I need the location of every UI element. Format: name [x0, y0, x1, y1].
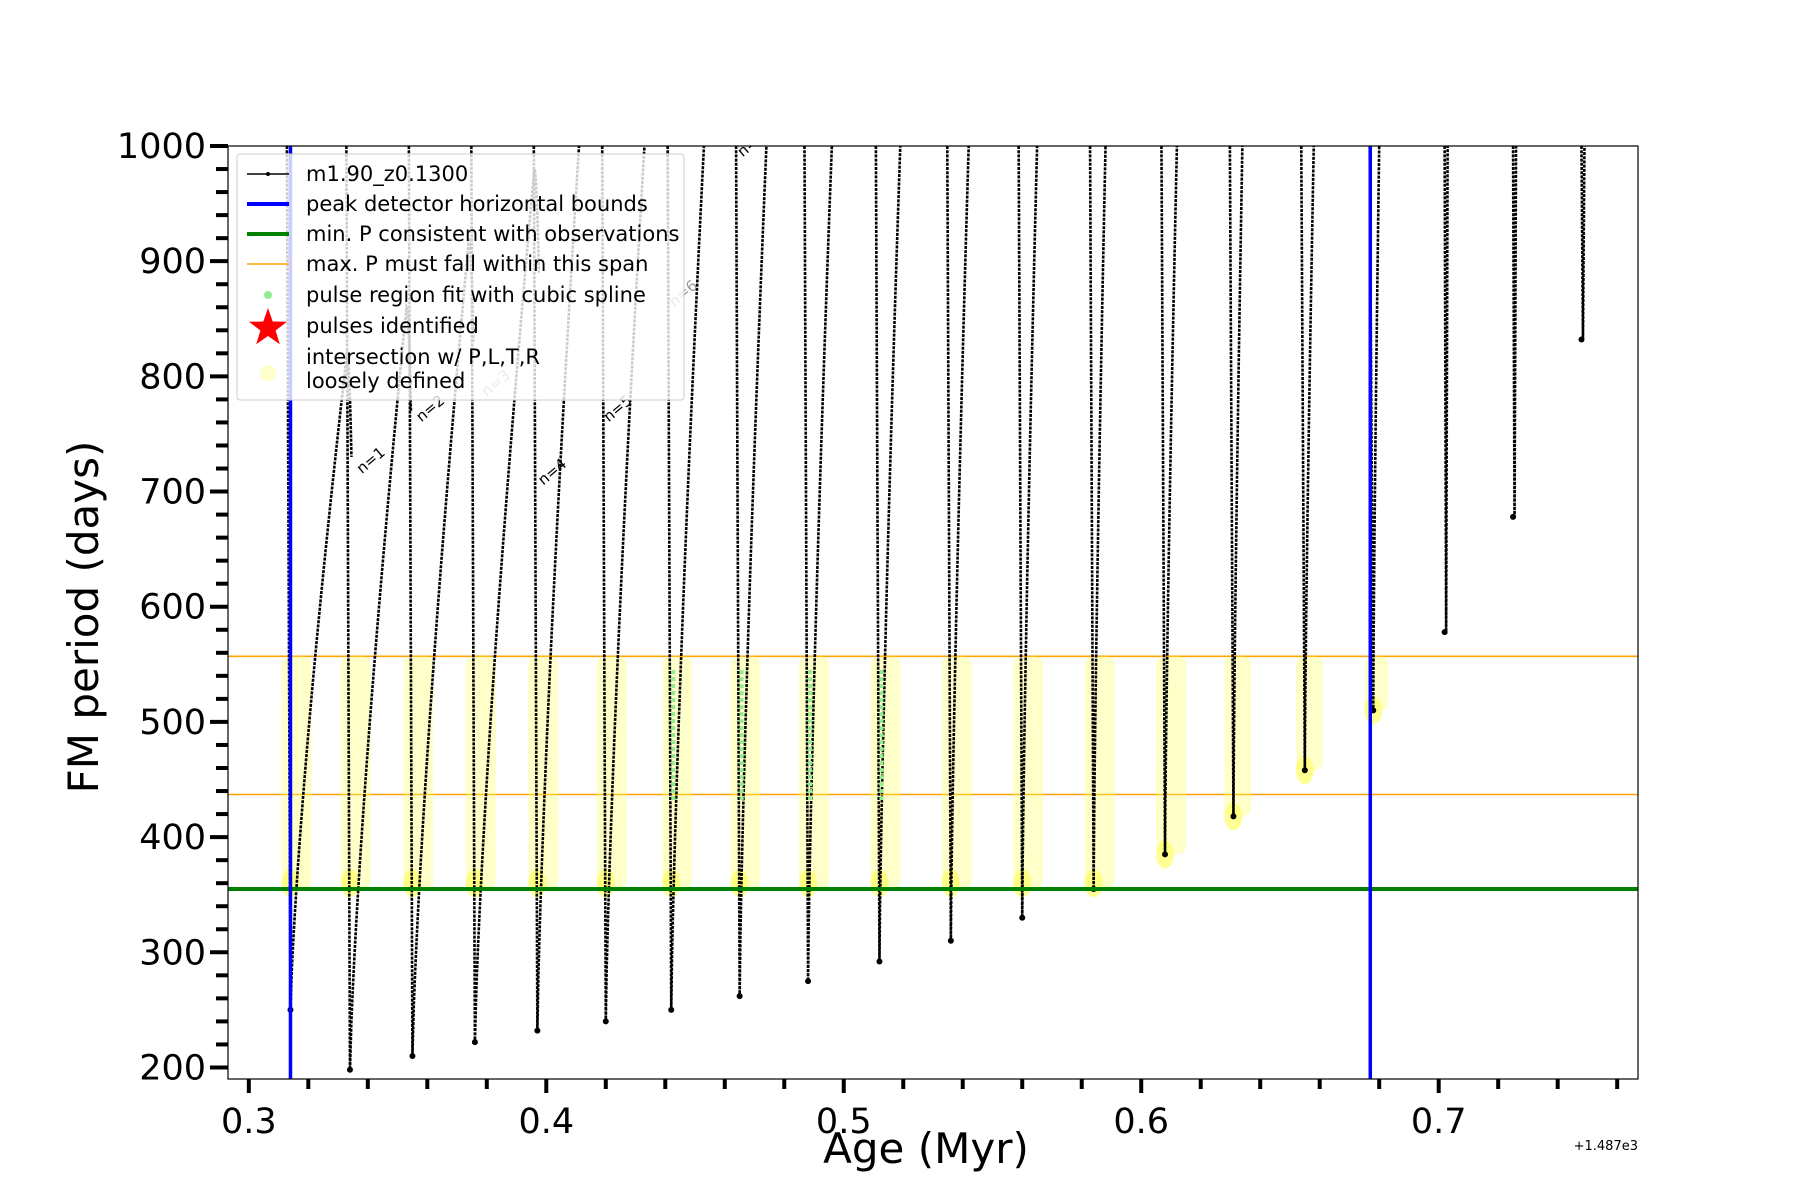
legend-label-8: loosely defined: [306, 369, 465, 393]
y-tick-label: 600: [139, 588, 206, 628]
legend-label-4: max. P must fall within this span: [306, 252, 648, 276]
y-tick-label: 700: [139, 473, 206, 513]
x-tick-label: 0.6: [1113, 1102, 1169, 1142]
pulse-16: [1295, 146, 1323, 785]
pulse-min-marker-11: [947, 937, 954, 944]
pulse-min-marker-3: [409, 1052, 416, 1059]
x-offset-label: +1.487e3: [1574, 1139, 1638, 1154]
loosely-defined-band-14: [1156, 656, 1186, 855]
pulse-min-marker-6: [602, 1018, 609, 1025]
pulse-min-marker-8: [736, 993, 743, 1000]
loosely-defined-band-2: [340, 656, 371, 889]
loosely-defined-band-3: [403, 656, 434, 889]
legend-box: [236, 153, 685, 401]
legend-label-2: peak detector horizontal bounds: [306, 192, 648, 216]
pulse-min-marker-15: [1230, 813, 1237, 820]
pulse-5: [528, 146, 581, 1034]
x-axis-title: Age (Myr): [823, 1124, 1029, 1173]
y-tick-label: 500: [139, 703, 206, 743]
pulse-min-marker-12: [1019, 914, 1026, 921]
loosely-defined-band-12: [1013, 656, 1044, 889]
x-tick-label: 0.5: [816, 1102, 872, 1142]
y-axis: 200 300 400 500 600 700 800 900 1000: [117, 127, 228, 1088]
pulse-curve-7: [666, 146, 706, 1010]
pulse-min-marker-4: [471, 1039, 478, 1046]
pulse-curve-18: [1443, 146, 1449, 633]
pulse-curve-16: [1299, 146, 1316, 771]
loosely-defined-band-13: [1084, 656, 1115, 889]
pulse-11: [941, 146, 972, 944]
legend-label-1: m1.90_z0.1300: [306, 162, 468, 187]
pulse-20: [1578, 146, 1586, 343]
x-tick-label: 0.7: [1411, 1102, 1467, 1142]
pulse-min-marker-2: [346, 1066, 353, 1073]
pulse-min-marker-7: [668, 1006, 675, 1013]
y-tick-label: 1000: [117, 127, 206, 167]
y-tick-label: 200: [139, 1048, 206, 1088]
pulse-19: [1510, 146, 1518, 520]
legend-swatch-marker-1: [266, 172, 270, 176]
legend-swatch-6: [249, 308, 287, 345]
y-tick-label: 300: [139, 933, 206, 973]
loosely-defined-band-11: [941, 656, 972, 889]
legend-label-6: pulses identified: [306, 314, 479, 338]
pulse-min-marker-14: [1162, 851, 1169, 858]
pulse-15: [1224, 146, 1252, 831]
loosely-defined-band-16: [1295, 656, 1323, 771]
legend-swatch-5: [264, 291, 272, 299]
loosely-defined-band-9: [799, 656, 829, 889]
plot-frame: [227, 145, 1639, 1080]
pulse-curve-9: [803, 146, 834, 982]
loosely-defined-band-15: [1224, 656, 1252, 817]
pulse-curve-10: [874, 146, 902, 962]
y-axis-title: FM period (days): [59, 441, 108, 794]
x-tick-label: 0.4: [518, 1102, 574, 1142]
x-tick-label: 0.3: [221, 1102, 277, 1142]
pulse-min-marker-20: [1578, 336, 1585, 343]
pulse-curve-17: [1368, 146, 1381, 711]
pulse-curve-8: [734, 146, 768, 997]
pulse-9: [799, 146, 834, 985]
y-tick-label: 900: [139, 242, 206, 282]
pulse-curve-12: [1017, 146, 1039, 918]
pulse-min-marker-16: [1301, 767, 1308, 774]
loosely-defined-band-1: [281, 656, 312, 889]
pulse-curve-19: [1511, 146, 1518, 517]
legend-label-3: min. P consistent with observations: [306, 222, 679, 246]
pulse-18: [1441, 146, 1449, 636]
x-axis: 0.3 0.4 0.5 0.6 0.7: [221, 1079, 1620, 1142]
pulse-curve-11: [945, 146, 970, 941]
pulse-curve-13: [1088, 146, 1107, 889]
pulse-min-marker-5: [534, 1027, 541, 1034]
y-tick-label: 800: [139, 357, 206, 397]
pulse-min-marker-19: [1510, 513, 1517, 520]
pulse-curve-14: [1160, 146, 1179, 855]
legend-swatch-8: [260, 365, 276, 381]
y-tick-label: 400: [139, 818, 206, 858]
pulse-min-marker-18: [1441, 629, 1448, 636]
pulse-curve-15: [1228, 146, 1244, 817]
pulse-min-marker-10: [876, 958, 883, 965]
pulse-curve-5: [532, 146, 581, 1031]
legend-label-7: intersection w/ P,L,T,R: [306, 345, 540, 369]
pulse-min-marker-9: [805, 978, 812, 985]
legend-label-5: pulse region fit with cubic spline: [306, 283, 646, 307]
pulse-14: [1156, 146, 1186, 869]
